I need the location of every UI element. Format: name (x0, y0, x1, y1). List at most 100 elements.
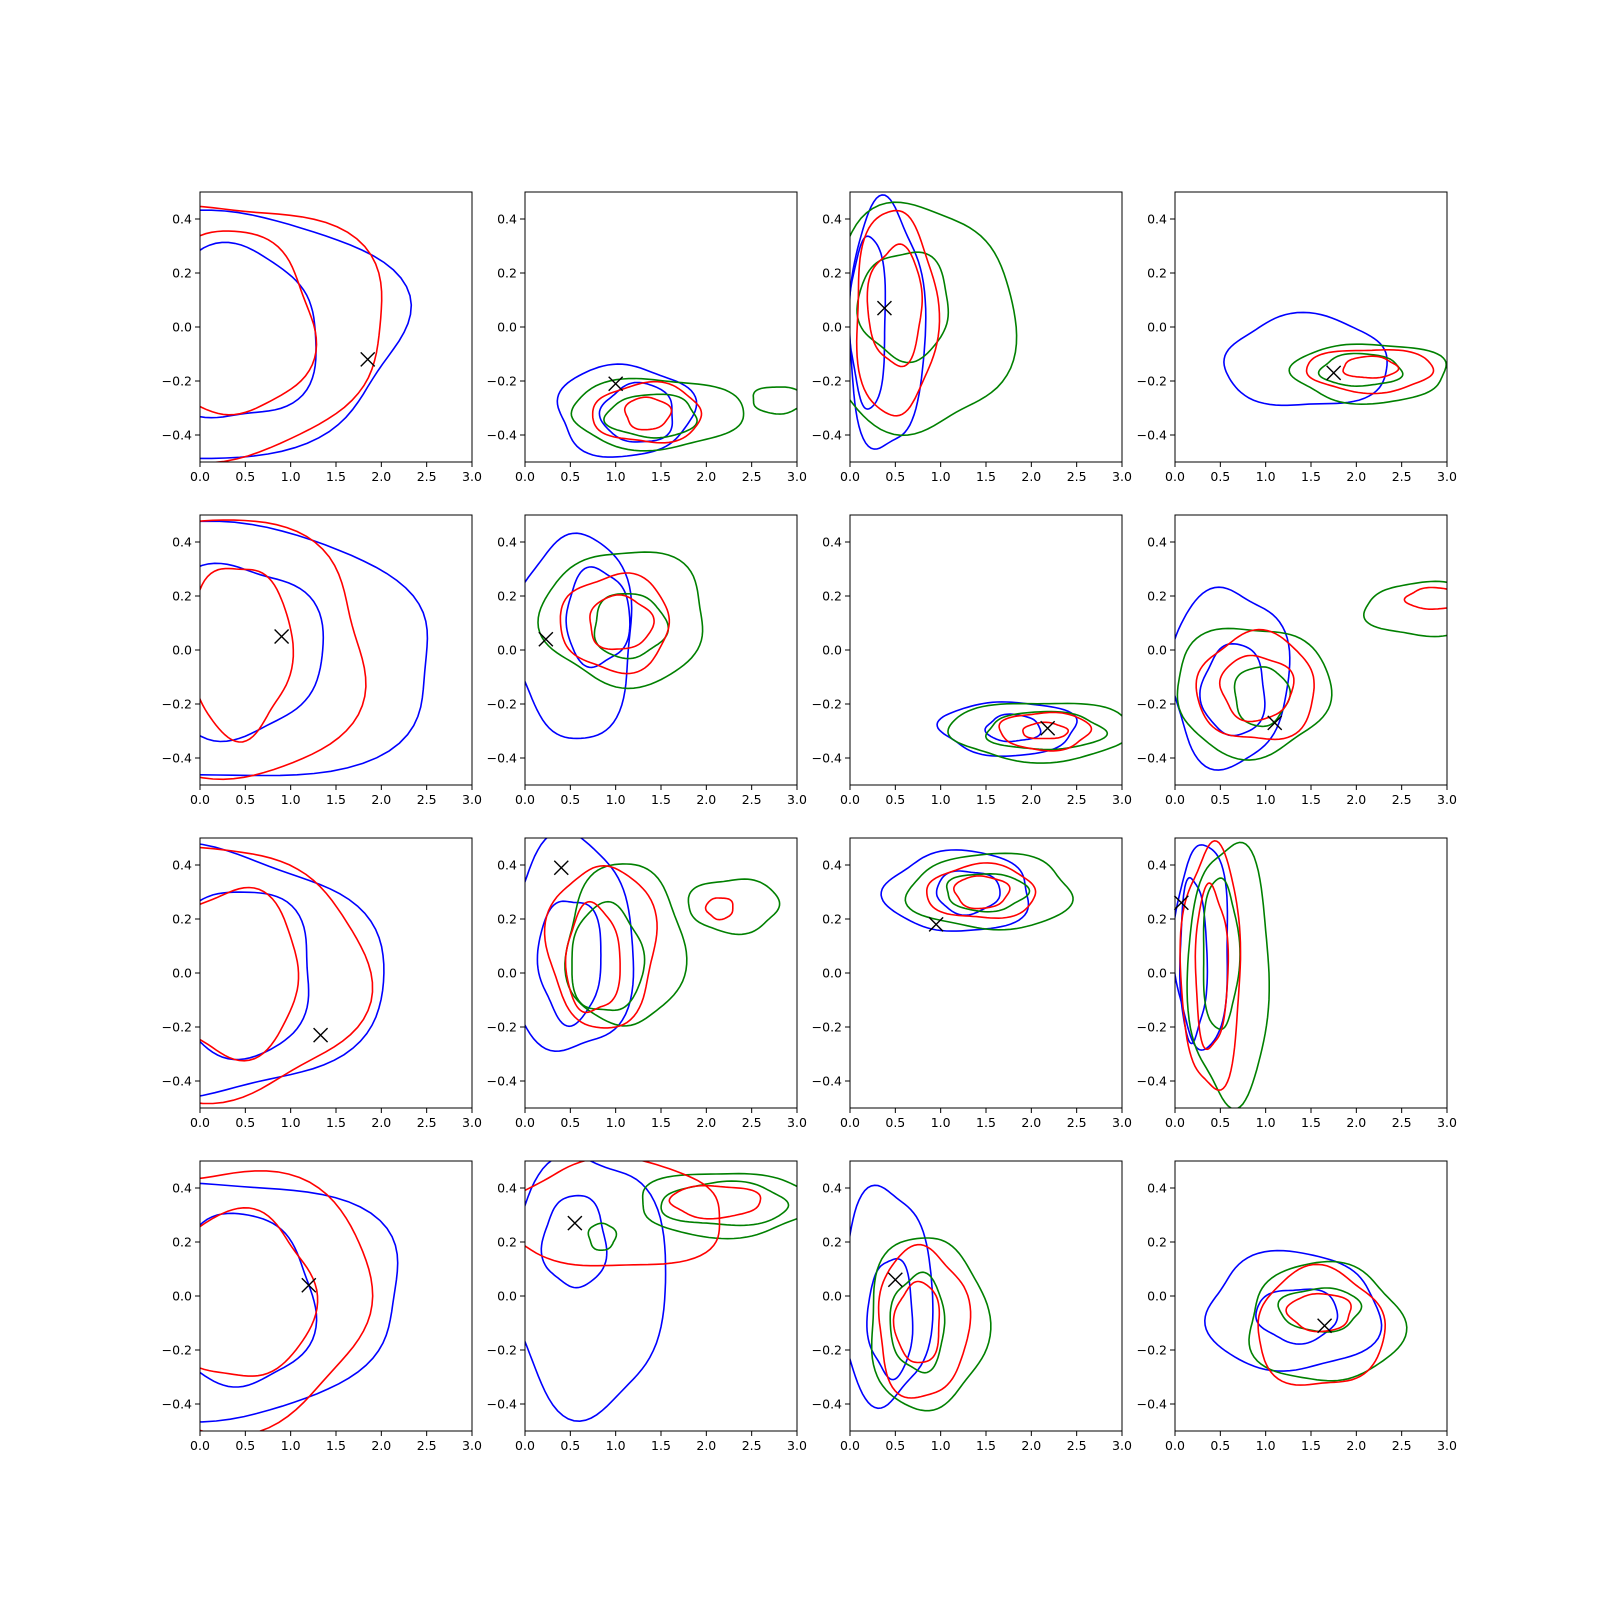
axes-frame (199, 837, 473, 1109)
contour-red (1022, 721, 1069, 740)
x-tick-label: 2.0 (1346, 469, 1366, 484)
subplot-10: 0.0 0.5 1.0 1.5 2.0 2.5 3.0 −0.4 −0.2 0.0 0.2 0.4 (487, 837, 807, 1130)
contour-blue (200, 520, 429, 777)
contour-blue (1223, 311, 1388, 407)
subplot-5: 0.0 0.5 1.0 1.5 2.0 2.5 3.0 −0.4 −0.2 0.0 0.2 0.4 (162, 514, 482, 807)
contour-green (870, 1237, 992, 1412)
x-tick-label: 1.0 (606, 1438, 626, 1453)
y-tick-label: −0.2 (487, 374, 517, 389)
axes-frame (1174, 191, 1448, 463)
axes-frame (1174, 514, 1448, 786)
x-tick-label: 2.5 (1067, 1115, 1087, 1130)
contour-lines (1203, 1249, 1408, 1386)
y-tick-label: −0.4 (487, 1397, 517, 1412)
x-tick-label: 0.5 (1210, 792, 1230, 807)
y-tick-label: 0.0 (822, 1289, 842, 1304)
axes-frame (524, 514, 798, 786)
subplot-16: 0.0 0.5 1.0 1.5 2.0 2.5 3.0 −0.4 −0.2 0.0 0.2 0.4 (1137, 1160, 1457, 1453)
subplot-6: 0.0 0.5 1.0 1.5 2.0 2.5 3.0 −0.4 −0.2 0.0 0.2 0.4 (487, 514, 807, 807)
y-tick-label: 0.0 (1147, 1289, 1167, 1304)
y-tick-label: 0.2 (497, 1235, 517, 1250)
x-tick-label: 3.0 (462, 469, 482, 484)
x-tick-label: 1.5 (326, 469, 346, 484)
y-tick-label: 0.4 (1147, 1181, 1167, 1196)
y-tick-label: −0.4 (162, 1074, 192, 1089)
x-tick-label: 0.0 (840, 469, 860, 484)
y-tick-label: −0.2 (162, 1343, 192, 1358)
y-tick-label: 0.4 (1147, 212, 1167, 227)
contour-green (603, 393, 698, 439)
x-tick-label: 1.0 (606, 792, 626, 807)
x-marker (538, 631, 554, 647)
contour-green (641, 1172, 797, 1240)
y-tick-label: 0.2 (822, 266, 842, 281)
contour-red (200, 1170, 374, 1431)
contour-green (856, 251, 950, 364)
contour-blue (880, 849, 1030, 932)
contour-red (525, 1161, 721, 1267)
contour-green (1277, 1287, 1363, 1333)
y-tick-label: −0.2 (162, 697, 192, 712)
contour-red (623, 396, 673, 431)
x-tick-label: 0.0 (515, 792, 535, 807)
x-marker (1317, 1318, 1333, 1334)
contour-red (200, 205, 383, 462)
contour-lines (200, 519, 429, 781)
x-tick-label: 1.5 (651, 1438, 671, 1453)
y-tick-label: −0.4 (1137, 428, 1167, 443)
contour-green (945, 872, 1031, 913)
contour-red (200, 1206, 319, 1377)
x-tick-label: 2.0 (696, 1115, 716, 1130)
y-tick-label: −0.4 (487, 751, 517, 766)
x-tick-label: 2.0 (371, 1438, 391, 1453)
x-tick-label: 1.5 (651, 1115, 671, 1130)
x-tick-label: 2.5 (1067, 792, 1087, 807)
x-marker (1326, 365, 1342, 381)
contour-green (752, 386, 797, 415)
y-tick-label: −0.4 (162, 751, 192, 766)
contour-lines (1223, 311, 1447, 407)
x-tick-label: 1.0 (281, 1115, 301, 1130)
contour-red (998, 711, 1093, 752)
contour-red (704, 897, 734, 921)
axes-frame (849, 191, 1123, 463)
y-tick-label: −0.2 (1137, 1020, 1167, 1035)
contour-green (1233, 666, 1292, 728)
contour-red (668, 1184, 762, 1220)
x-tick-label: 0.0 (1165, 792, 1185, 807)
x-tick-label: 2.5 (742, 1115, 762, 1130)
contour-red (1218, 654, 1295, 723)
y-tick-label: 0.2 (172, 589, 192, 604)
y-tick-label: −0.2 (1137, 1343, 1167, 1358)
y-tick-label: −0.2 (1137, 374, 1167, 389)
x-tick-label: 2.5 (1392, 469, 1412, 484)
contour-green (850, 201, 1018, 437)
x-tick-label: 2.5 (1392, 1115, 1412, 1130)
x-tick-label: 0.5 (1210, 1438, 1230, 1453)
contour-red (1285, 1292, 1352, 1333)
x-marker (876, 300, 892, 316)
x-tick-label: 2.0 (1021, 792, 1041, 807)
contour-red (855, 209, 941, 417)
contour-blue (1199, 642, 1266, 737)
subplot-15: 0.0 0.5 1.0 1.5 2.0 2.5 3.0 −0.4 −0.2 0.0 0.2 0.4 (812, 1160, 1132, 1453)
contour-blue (525, 532, 633, 740)
y-tick-label: 0.4 (1147, 858, 1167, 873)
y-tick-label: 0.2 (1147, 1235, 1167, 1250)
y-tick-label: 0.0 (172, 966, 192, 981)
contour-red (591, 380, 703, 444)
x-tick-label: 1.5 (976, 1115, 996, 1130)
x-tick-label: 1.5 (976, 792, 996, 807)
subplot-7: 0.0 0.5 1.0 1.5 2.0 2.5 3.0 −0.4 −0.2 0.0 0.2 0.4 (812, 514, 1132, 807)
y-tick-label: 0.4 (172, 858, 192, 873)
y-tick-label: −0.4 (162, 428, 192, 443)
x-tick-label: 0.5 (560, 1438, 580, 1453)
contour-red (564, 900, 621, 1014)
x-tick-label: 0.5 (560, 792, 580, 807)
contour-red (589, 594, 655, 651)
x-tick-label: 2.0 (696, 792, 716, 807)
y-tick-label: −0.2 (812, 374, 842, 389)
x-tick-label: 3.0 (1112, 792, 1132, 807)
subplot-9: 0.0 0.5 1.0 1.5 2.0 2.5 3.0 −0.4 −0.2 0.0 0.2 0.4 (162, 837, 482, 1130)
x-tick-label: 0.0 (515, 1115, 535, 1130)
